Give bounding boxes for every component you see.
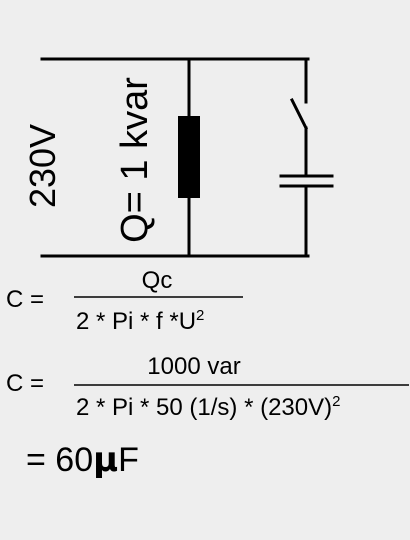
result-value: = 60μF xyxy=(26,440,139,480)
voltage-label: 230V xyxy=(22,124,63,208)
formula1-numerator: Qc xyxy=(142,267,173,294)
inductor-core xyxy=(178,116,200,198)
formula1-lhs: C = xyxy=(6,286,44,313)
switch-blade xyxy=(289,97,309,131)
result-mu-symbol: μ xyxy=(93,440,118,480)
formula2-denominator-exponent: 2 xyxy=(332,393,340,410)
circuit xyxy=(40,57,334,258)
formula-general: C = Qc 2 * Pi * f *U2 xyxy=(6,267,243,335)
formula2-denominator: 2 * Pi * 50 (1/s) * (230V)2 xyxy=(76,393,340,421)
reactive-power-label: Q= 1 kvar xyxy=(114,77,156,243)
result-unit: F xyxy=(118,441,139,479)
formula1-denominator-main: 2 * Pi * f *U xyxy=(76,308,196,335)
formula1-denominator-exponent: 2 xyxy=(196,307,204,324)
formula1-denominator: 2 * Pi * f *U2 xyxy=(76,307,204,335)
formula2-numerator: 1000 var xyxy=(147,353,240,380)
formula-substituted: C = 1000 var 2 * Pi * 50 (1/s) * (230V)2 xyxy=(6,353,409,421)
formula2-denominator-main: 2 * Pi * 50 (1/s) * (230V) xyxy=(76,394,332,421)
formula2-lhs: C = xyxy=(6,370,44,397)
result-prefix: = 60 xyxy=(26,441,93,479)
